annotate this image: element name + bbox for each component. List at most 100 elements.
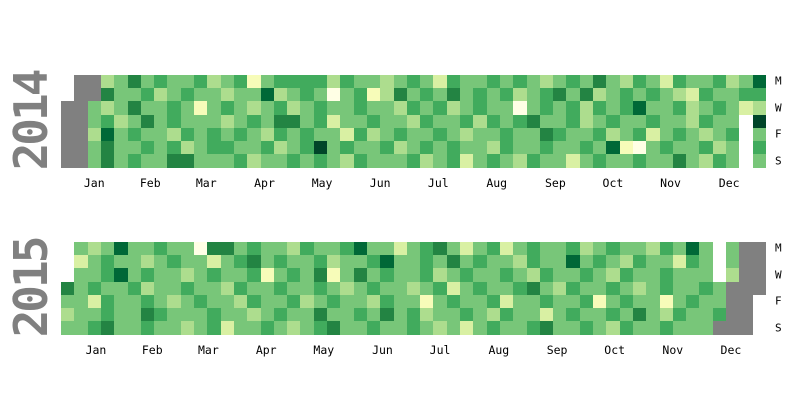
day-cell	[340, 75, 354, 88]
weekday-label-W-2014: W	[775, 101, 782, 115]
day-cell	[660, 308, 673, 321]
day-cell-empty	[739, 242, 753, 255]
day-cell	[128, 141, 141, 154]
day-cell-empty	[61, 154, 74, 168]
day-cell	[473, 255, 487, 268]
day-cell	[686, 101, 699, 115]
day-cell	[300, 154, 314, 168]
day-cell	[88, 242, 101, 255]
day-cell	[234, 268, 247, 282]
day-cell	[207, 88, 221, 101]
day-cell	[167, 115, 181, 128]
day-cell	[274, 255, 287, 268]
day-cell	[713, 128, 726, 141]
day-cell	[314, 282, 327, 295]
day-cell	[540, 308, 553, 321]
day-cell	[633, 295, 646, 308]
day-cell	[420, 308, 433, 321]
day-cell	[88, 321, 101, 335]
day-cell	[407, 101, 420, 115]
day-cell	[367, 154, 380, 168]
day-cell	[340, 268, 354, 282]
day-cell	[433, 242, 447, 255]
day-cell	[141, 115, 154, 128]
day-cell	[154, 282, 167, 295]
day-cell	[420, 128, 433, 141]
day-cell	[221, 128, 234, 141]
day-cell	[61, 308, 74, 321]
day-cell	[473, 242, 487, 255]
day-cell	[407, 242, 420, 255]
day-cell	[261, 242, 274, 255]
day-cell	[88, 255, 101, 268]
day-cell	[513, 75, 527, 88]
day-cell	[500, 75, 513, 88]
day-cell	[141, 88, 154, 101]
day-cell	[606, 141, 620, 154]
day-cell	[540, 321, 553, 335]
day-cell	[247, 242, 261, 255]
day-cell	[686, 321, 699, 335]
day-cell	[88, 115, 101, 128]
day-cell	[527, 242, 540, 255]
day-cell	[181, 255, 194, 268]
day-cell	[660, 128, 673, 141]
day-cell	[394, 115, 407, 128]
day-cell	[247, 255, 261, 268]
day-cell	[593, 75, 606, 88]
day-cell	[487, 268, 500, 282]
day-cell	[633, 101, 646, 115]
day-cell	[660, 154, 673, 168]
day-cell	[221, 268, 234, 282]
day-cell	[141, 75, 154, 88]
day-cell	[513, 154, 527, 168]
day-cell	[261, 88, 274, 101]
day-cell	[141, 255, 154, 268]
weekday-label-S-2014: S	[775, 154, 782, 168]
day-cell	[394, 128, 407, 141]
day-cell	[433, 308, 447, 321]
day-cell	[513, 308, 527, 321]
day-cell	[460, 141, 473, 154]
day-cell	[487, 282, 500, 295]
day-cell	[394, 88, 407, 101]
day-cell	[207, 115, 221, 128]
day-cell	[620, 295, 633, 308]
month-label-jan-2015: Jan	[85, 342, 107, 357]
day-cell	[247, 88, 261, 101]
day-cell	[154, 128, 167, 141]
day-cell	[340, 88, 354, 101]
day-cell	[646, 282, 660, 295]
day-cell	[300, 101, 314, 115]
day-cell	[207, 242, 221, 255]
day-cell	[646, 115, 660, 128]
day-cell	[726, 154, 739, 168]
day-cell	[380, 255, 394, 268]
day-cell	[553, 115, 566, 128]
day-cell	[660, 101, 673, 115]
day-cell	[633, 128, 646, 141]
day-cell	[114, 268, 128, 282]
day-cell	[194, 242, 207, 255]
day-cell-empty	[61, 101, 74, 115]
day-cell	[300, 242, 314, 255]
day-cell	[340, 321, 354, 335]
day-cell	[460, 282, 473, 295]
day-cell	[500, 295, 513, 308]
day-cell	[128, 321, 141, 335]
day-cell	[739, 88, 753, 101]
day-cell	[340, 282, 354, 295]
day-cell	[620, 242, 633, 255]
day-cell	[314, 255, 327, 268]
day-cell	[553, 282, 566, 295]
day-cell	[500, 242, 513, 255]
day-cell	[300, 88, 314, 101]
day-cell	[580, 308, 593, 321]
day-cell	[354, 321, 367, 335]
day-cell	[580, 321, 593, 335]
day-cell	[447, 88, 460, 101]
day-cell	[354, 88, 367, 101]
day-cell	[394, 295, 407, 308]
day-cell	[713, 154, 726, 168]
